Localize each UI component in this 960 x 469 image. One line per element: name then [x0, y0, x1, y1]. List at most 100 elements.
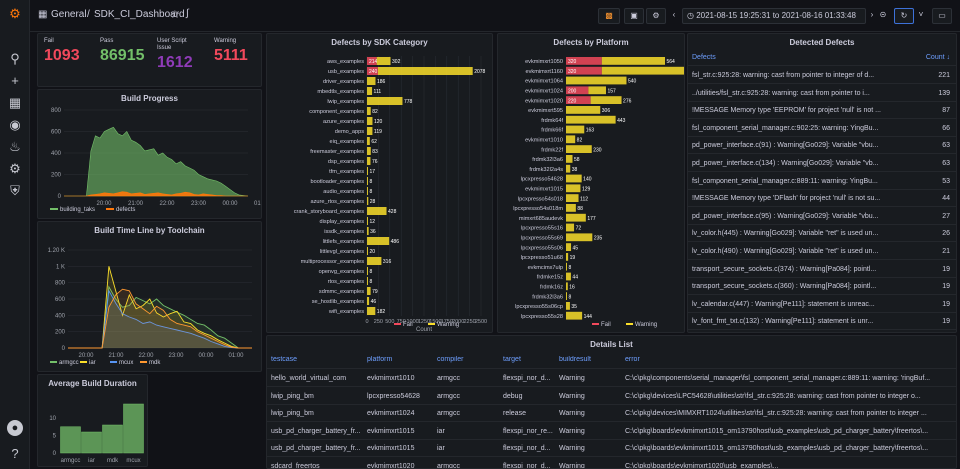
star-icon[interactable]: ☆	[170, 9, 180, 21]
dashboards-grid-icon[interactable]: ▦	[8, 95, 22, 110]
grafana-logo-icon[interactable]: ⚙	[9, 6, 21, 21]
defect-text: transport_secure_sockets.c(374) : Warnin…	[692, 265, 877, 273]
dashboard-title[interactable]: SDK_CI_Dashboard	[94, 9, 185, 20]
detected-defect-row[interactable]: pd_power_interface.c(134) : Warning[Go02…	[688, 155, 956, 172]
detected-defect-row[interactable]: fsl_component_serial_manager.c:889:11: w…	[688, 173, 956, 190]
x-tick-label: 23:00	[191, 201, 207, 207]
bar-value-label: 45	[573, 245, 579, 251]
bar-value-label: 214	[369, 59, 378, 65]
alerting-bell-icon[interactable]: ♨	[9, 139, 21, 154]
col-defects-header[interactable]: Defects	[692, 54, 716, 61]
legend-label-defects: defects	[116, 207, 135, 213]
tv-mode-button[interactable]: ▭	[932, 8, 952, 24]
share-icon[interactable]: ∫	[186, 8, 189, 19]
detected-defect-row[interactable]: !MESSAGE Memory type 'EEPROM' for projec…	[688, 102, 956, 120]
col-count-header[interactable]: Count ↓	[925, 54, 950, 61]
bar-value-label: 220	[568, 98, 577, 104]
defect-count: 27	[942, 212, 950, 220]
detected-defect-row[interactable]: transport_secure_sockets.c(374) : Warnin…	[688, 261, 956, 278]
x-tick-label: armgcc	[61, 458, 81, 464]
details-list-title: Details List	[590, 340, 633, 349]
category-label: frdmke15z	[537, 275, 563, 281]
detected-defect-row[interactable]: transport_secure_sockets.c(360) : Warnin…	[688, 278, 956, 296]
detected-defect-row[interactable]: pd_power_interface.c(91) : Warning[Go029…	[688, 137, 956, 155]
detected-defect-row[interactable]: !MESSAGE Memory type 'DFlash' for projec…	[688, 190, 956, 208]
details-row[interactable]: lwip_ping_bm evkmimxrt1024 armgcc release Wa…	[267, 405, 956, 422]
time-forward-button[interactable]: ›	[866, 8, 878, 24]
col-header-platform[interactable]: platform	[367, 356, 393, 363]
col-header-target[interactable]: target	[503, 356, 521, 363]
category-label: se_hostlib_examples	[312, 299, 364, 305]
detected-defect-row[interactable]: fsl_component_serial_manager.c:902:25: w…	[688, 120, 956, 137]
search-icon[interactable]: ⚲	[10, 51, 20, 66]
legend-label-mcux: mcux	[119, 360, 133, 366]
bar-value-label: 120	[374, 119, 383, 125]
dashboard-settings-button[interactable]: ⚙	[646, 8, 666, 24]
x-tick-label: 250	[374, 319, 383, 325]
explore-compass-icon[interactable]: ◉	[9, 117, 21, 132]
category-label: demo_apps	[335, 129, 364, 135]
col-header-compiler[interactable]: compiler	[437, 356, 464, 363]
detected-defect-row[interactable]: lv_calendar.c(447) : Warning[Pe111]: sta…	[688, 296, 956, 313]
create-plus-icon[interactable]: +	[11, 73, 19, 88]
detected-defect-row[interactable]: lv_color.h(445) : Warning[Go029]: Variab…	[688, 225, 956, 243]
details-cell-compiler: iar	[437, 445, 445, 452]
bar-value-label: 778	[404, 99, 413, 105]
top-navbar: ▦ General / SDK_CI_Dashboard ☆ ∫ ▩ ▣ ⚙ ‹…	[30, 0, 960, 32]
bar-warning	[367, 157, 371, 165]
monitor-icon: ▭	[938, 11, 946, 20]
col-header-error[interactable]: error	[625, 356, 640, 363]
defect-count: 53	[942, 177, 950, 185]
bar-value-label: 2078	[474, 69, 485, 75]
detected-defect-row[interactable]: ../utilities/fsl_str.c:925:28: warning: …	[688, 85, 956, 102]
time-back-button[interactable]: ‹	[668, 8, 680, 24]
details-cell-buildresult: Warning	[559, 410, 585, 417]
legend-swatch-iar	[80, 361, 87, 363]
bar-value-label: 8	[569, 294, 572, 300]
defect-count: 19	[942, 318, 950, 326]
breadcrumb-folder[interactable]: General	[51, 9, 87, 20]
col-header-testcase[interactable]: testcase	[271, 356, 298, 363]
category-label: mimxrt685audevk	[519, 216, 563, 222]
stat-warning-label: Warning	[214, 38, 237, 44]
help-icon[interactable]: ?	[11, 446, 19, 461]
legend-label-armgcc: armgcc	[59, 360, 79, 366]
defect-count: 19	[942, 300, 950, 308]
details-row[interactable]: usb_pd_charger_battery_fr... evkmimxrt101…	[267, 440, 956, 457]
bar-warning	[367, 207, 387, 215]
server-admin-shield-icon[interactable]: ⛨	[10, 183, 20, 198]
save-dashboard-button[interactable]: ▣	[624, 8, 644, 24]
details-row[interactable]: sdcard_freertos evkmimxrt1020 armgcc flexsp…	[267, 458, 956, 469]
detected-defect-row[interactable]: lv_font_fmt_txt.c(132) : Warning[Pe111]:…	[688, 313, 956, 331]
detected-defect-row[interactable]: fsl_str.c:925:28: warning: cast from poi…	[688, 67, 956, 84]
user-avatar-icon[interactable]: ●	[7, 420, 23, 436]
bar-fail	[367, 67, 378, 75]
bar-value-label: 129	[582, 186, 591, 192]
bar-warning	[566, 253, 569, 261]
time-picker-button[interactable]: ◷ 2021-08-15 19:25:31 to 2021-08-16 01:3…	[682, 8, 866, 24]
x-tick-label: 1750	[441, 319, 453, 325]
configuration-gear-icon[interactable]: ⚙	[9, 161, 21, 176]
detected-defect-row[interactable]: pd_power_interface.c(95) : Warning[Go029…	[688, 208, 956, 225]
category-label: frdmk32l3a6	[532, 294, 563, 300]
defects-by-platform-panel: Defects by Platform evkmimxrt1050 320 564 e…	[497, 33, 685, 333]
details-cell-testcase: usb_pd_charger_battery_fr...	[271, 427, 361, 435]
build-progress-chart: 800 600 400 200 0 20:00 21:00 22:00 23:00 00:00 01…	[50, 108, 261, 213]
detected-defect-row[interactable]: lv_color.h(490) : Warning[Go029]: Variab…	[688, 243, 956, 260]
bar-warning	[590, 96, 622, 104]
details-cell-target: release	[503, 410, 526, 417]
build-stats-panel: Fail 1093 Pass 86915 User Script Issue 1…	[37, 33, 262, 87]
add-panel-button[interactable]: ▩	[598, 8, 620, 24]
refresh-button[interactable]: ↻	[894, 8, 914, 24]
refresh-interval-dropdown[interactable]: ˅	[915, 8, 927, 24]
defect-count: 66	[942, 124, 950, 132]
zoom-out-button[interactable]: ⊝	[875, 8, 891, 24]
details-row[interactable]: hello_world_virtual_com evkmimxrt1010 armg…	[267, 370, 956, 387]
category-label: lpcxpresso54s018	[518, 196, 563, 202]
details-row[interactable]: usb_pd_charger_battery_fr... evkmimxrt101…	[267, 423, 956, 440]
zoom-out-icon: ⊝	[879, 10, 887, 19]
y-tick-label: 0	[53, 451, 57, 457]
details-row[interactable]: lwip_ping_bm lpcxpresso54628 armgcc debug Wa…	[267, 388, 956, 405]
bar-warning	[601, 66, 684, 75]
col-header-buildresult[interactable]: buildresult	[559, 356, 591, 363]
